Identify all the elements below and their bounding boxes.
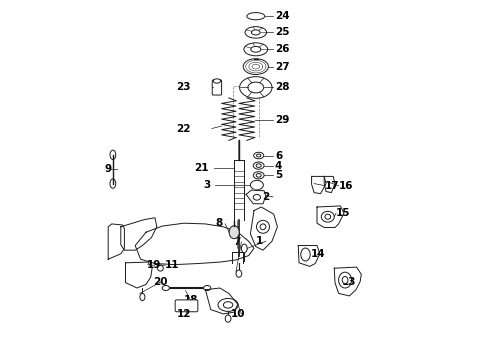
Text: 1: 1 [256, 236, 263, 246]
FancyBboxPatch shape [212, 80, 221, 95]
Ellipse shape [257, 220, 270, 233]
Ellipse shape [248, 82, 264, 93]
Ellipse shape [245, 27, 267, 38]
Ellipse shape [247, 13, 265, 20]
Polygon shape [317, 206, 344, 228]
Polygon shape [246, 190, 266, 204]
Text: 3: 3 [203, 180, 210, 190]
Ellipse shape [110, 150, 116, 159]
Text: 18: 18 [184, 294, 198, 305]
Text: 26: 26 [275, 44, 290, 54]
Ellipse shape [254, 152, 264, 159]
Text: 9: 9 [104, 164, 112, 174]
Ellipse shape [218, 298, 238, 311]
Ellipse shape [213, 79, 220, 83]
Polygon shape [298, 246, 320, 266]
Ellipse shape [260, 224, 266, 230]
Polygon shape [135, 223, 254, 265]
Ellipse shape [253, 172, 264, 179]
Ellipse shape [325, 214, 331, 219]
Ellipse shape [342, 276, 348, 284]
Ellipse shape [256, 174, 261, 177]
Ellipse shape [162, 285, 170, 291]
Polygon shape [312, 176, 326, 194]
Ellipse shape [229, 226, 239, 239]
Text: 6: 6 [275, 150, 282, 161]
Text: 27: 27 [275, 62, 290, 72]
Text: 25: 25 [275, 27, 290, 37]
Ellipse shape [140, 293, 145, 301]
Ellipse shape [256, 164, 261, 167]
Text: 11: 11 [165, 260, 179, 270]
Ellipse shape [251, 30, 260, 35]
Polygon shape [205, 288, 238, 314]
Ellipse shape [243, 59, 269, 75]
Text: 24: 24 [275, 11, 290, 21]
Text: 16: 16 [339, 181, 353, 191]
FancyBboxPatch shape [175, 300, 198, 312]
Polygon shape [108, 224, 124, 259]
Polygon shape [121, 218, 157, 250]
Ellipse shape [250, 180, 263, 190]
Text: 2: 2 [262, 192, 270, 202]
Text: 14: 14 [311, 249, 325, 259]
Text: 29: 29 [275, 114, 289, 125]
Ellipse shape [157, 265, 163, 271]
Text: 5: 5 [275, 170, 282, 180]
Ellipse shape [301, 248, 310, 261]
Polygon shape [334, 267, 361, 296]
Ellipse shape [240, 77, 272, 98]
Polygon shape [125, 262, 152, 288]
Ellipse shape [251, 46, 261, 52]
Ellipse shape [253, 194, 261, 200]
Text: 22: 22 [176, 123, 191, 134]
Ellipse shape [225, 315, 231, 322]
Text: 21: 21 [195, 163, 209, 174]
Ellipse shape [236, 270, 242, 277]
Ellipse shape [257, 154, 261, 157]
Text: 23: 23 [176, 82, 191, 93]
Ellipse shape [321, 211, 334, 222]
Text: 4: 4 [275, 161, 282, 171]
Ellipse shape [339, 272, 351, 288]
Text: 13: 13 [342, 276, 356, 287]
Text: 10: 10 [231, 309, 245, 319]
Text: 8: 8 [216, 218, 223, 228]
Text: 7: 7 [233, 237, 241, 247]
Polygon shape [324, 176, 335, 193]
Ellipse shape [253, 162, 264, 169]
Ellipse shape [110, 179, 116, 188]
Text: 20: 20 [153, 276, 168, 287]
Ellipse shape [204, 285, 211, 291]
Ellipse shape [223, 302, 233, 308]
Text: 19: 19 [147, 260, 162, 270]
Ellipse shape [242, 244, 247, 253]
Text: 12: 12 [176, 309, 191, 319]
Ellipse shape [244, 43, 268, 56]
Text: 17: 17 [325, 181, 340, 191]
Text: 28: 28 [275, 82, 290, 93]
Polygon shape [250, 207, 277, 250]
Text: 15: 15 [336, 208, 350, 218]
